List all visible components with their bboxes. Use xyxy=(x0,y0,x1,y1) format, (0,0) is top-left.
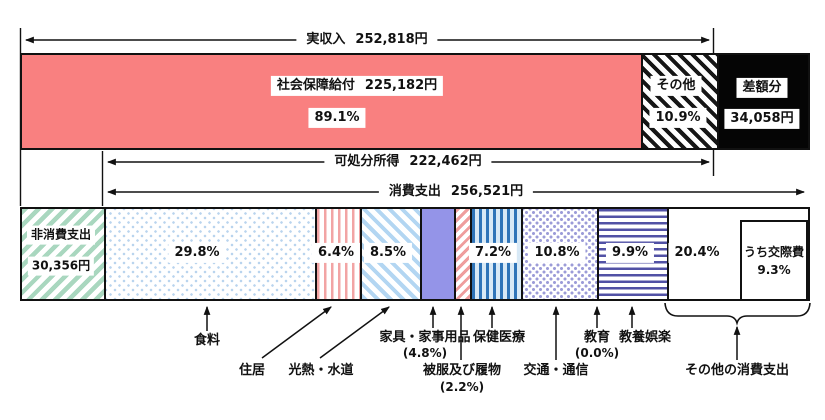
segment-clothing xyxy=(454,209,470,299)
recreation-percent: 9.9% xyxy=(605,242,655,264)
utilities-percent: 8.5% xyxy=(363,242,413,264)
arrow-housing xyxy=(261,306,332,359)
segment-social-security xyxy=(22,55,641,148)
label-food: 食料 xyxy=(193,333,221,348)
social-security-label: 社会保障給付 225,182円 xyxy=(270,75,444,97)
real-income-amount: 252,818円 xyxy=(355,31,428,47)
housing-percent: 6.4% xyxy=(311,242,361,264)
disposable-income-amount: 222,462円 xyxy=(409,153,482,169)
segment-difference xyxy=(717,55,808,148)
consumption-amount: 256,521円 xyxy=(450,183,524,199)
non-consumption-amount: 30,356円 xyxy=(27,256,95,276)
brace-other-consumption xyxy=(664,302,811,326)
social-expenses-percent: 9.3% xyxy=(757,262,791,277)
label-other-consumption: その他の消費支出 xyxy=(684,363,790,378)
social-expenses-box: うち交際費 9.3% xyxy=(740,220,808,301)
real-income-name: 実収入 xyxy=(306,31,346,47)
segment-income-other xyxy=(641,55,717,148)
arrow-utilities xyxy=(319,306,390,359)
label-health: 保健医療 xyxy=(472,330,526,345)
difference-amount: 34,058円 xyxy=(724,108,800,130)
social-expenses-label: うち交際費 xyxy=(743,244,804,259)
social-security-name: 社会保障給付 xyxy=(276,77,355,93)
income-other-percent: 10.9% xyxy=(649,107,707,129)
label-education: 教育 xyxy=(583,330,611,345)
label-clothing-percent: (2.2%) xyxy=(439,380,485,394)
label-furniture: 家具・家事用品 xyxy=(379,330,471,345)
income-bar xyxy=(20,53,810,150)
transport-percent: 10.8% xyxy=(528,242,586,264)
other-consumption-percent: 20.4% xyxy=(668,242,726,264)
disposable-income-name: 可処分所得 xyxy=(334,153,400,169)
label-recreation: 教養娯楽 xyxy=(618,330,672,345)
label-furniture-percent: (4.8%) xyxy=(402,346,448,360)
real-income-measure-label: 実収入 252,818円 xyxy=(296,30,438,50)
label-housing: 住居 xyxy=(238,363,266,378)
consumption-name: 消費支出 xyxy=(388,183,441,199)
income-other-label: その他 xyxy=(650,75,702,97)
label-utilities: 光熱・水道 xyxy=(288,363,354,378)
difference-label: 差額分 xyxy=(736,77,788,99)
social-security-percent: 89.1% xyxy=(308,107,366,129)
non-consumption-label: 非消費支出 xyxy=(26,225,96,245)
label-clothing: 被服及び履物 xyxy=(422,363,502,378)
label-transport: 交通・通信 xyxy=(523,363,589,378)
consumption-measure-label: 消費支出 256,521円 xyxy=(378,182,534,202)
label-education-percent: (0.0%) xyxy=(574,346,620,360)
food-percent: 29.8% xyxy=(168,242,226,264)
disposable-income-measure-label: 可処分所得 222,462円 xyxy=(324,152,492,172)
segment-non-consumption xyxy=(22,209,104,299)
social-security-amount: 225,182円 xyxy=(364,77,438,93)
segment-furniture xyxy=(420,209,454,299)
health-percent: 7.2% xyxy=(468,242,518,264)
